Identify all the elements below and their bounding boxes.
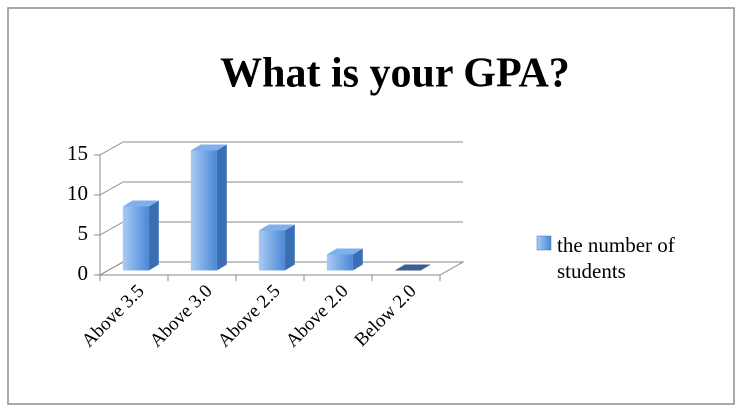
- bar-front: [190, 150, 217, 271]
- bar-side: [284, 224, 295, 271]
- x-tick-label: Below 2.0: [351, 281, 421, 351]
- legend-label: the number of students: [557, 233, 675, 283]
- bar-top: [258, 224, 295, 231]
- grid-line: [99, 181, 124, 196]
- bar-side: [352, 248, 363, 271]
- grid-line: [99, 141, 124, 156]
- bar-top: [122, 200, 159, 207]
- chart-border: [7, 7, 735, 405]
- bar-side: [148, 200, 159, 271]
- x-tick-label: Above 2.5: [214, 281, 285, 352]
- bar-front: [258, 230, 285, 271]
- x-tick-label: Above 3.5: [78, 281, 149, 352]
- y-tick-label: 0: [78, 261, 89, 285]
- y-tick-label: 15: [67, 141, 88, 165]
- x-tick-label: Above 3.0: [146, 281, 217, 352]
- bar-top: [394, 264, 431, 271]
- bar-side: [216, 144, 227, 271]
- legend-swatch: [536, 235, 552, 251]
- grid-line: [99, 261, 124, 276]
- grid-line: [99, 221, 124, 236]
- y-tick-label: 10: [67, 181, 88, 205]
- bar-front: [122, 206, 149, 271]
- bar-top: [326, 248, 363, 255]
- x-tick-label: Above 2.0: [282, 281, 353, 352]
- bar-top: [190, 144, 227, 151]
- chart-title: What is your GPA?: [220, 51, 570, 97]
- bar-front: [326, 254, 353, 271]
- y-tick-label: 5: [78, 221, 89, 245]
